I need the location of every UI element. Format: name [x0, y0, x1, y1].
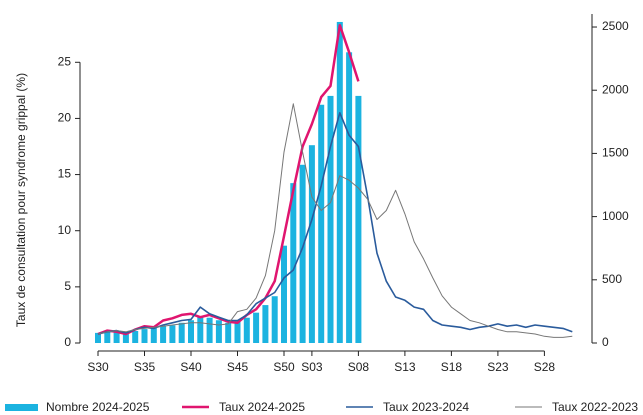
bar — [262, 305, 269, 343]
bar — [290, 183, 297, 343]
bar — [281, 245, 287, 343]
legend-label: Taux 2022-2023 — [552, 400, 638, 414]
bar — [169, 325, 176, 343]
bar — [346, 52, 353, 343]
bar — [178, 322, 185, 343]
x-tick-label: S50 — [273, 360, 295, 374]
x-tick-label: S30 — [87, 360, 109, 374]
bar — [160, 325, 167, 343]
bar — [197, 317, 204, 343]
y-tick-label: 25 — [58, 54, 72, 68]
y-tick-label: 5 — [64, 279, 71, 293]
y-tick-label: 20 — [58, 111, 72, 125]
bar — [336, 21, 343, 343]
line — [97, 103, 573, 338]
x-tick-label: S18 — [441, 360, 463, 374]
bar — [206, 317, 213, 343]
x-tick-label: S03 — [301, 360, 323, 374]
bar — [327, 95, 334, 343]
y-tick-label: 10 — [58, 223, 72, 237]
bar — [253, 312, 260, 343]
legend-label: Taux 2024-2025 — [219, 400, 305, 414]
y2-tick-label: 1000 — [602, 209, 629, 223]
x-tick-label: S45 — [227, 360, 249, 374]
y2-tick-label: 500 — [602, 272, 622, 286]
x-tick-label: S13 — [394, 360, 416, 374]
bar — [318, 104, 325, 343]
bar — [188, 320, 194, 343]
y-axis-label: Taux de consultation pour syndrome gripp… — [14, 73, 28, 327]
bar — [243, 317, 250, 343]
bar — [225, 322, 232, 343]
y2-tick-label: 2500 — [602, 19, 629, 33]
x-tick-label: S08 — [348, 360, 370, 374]
bar — [271, 296, 278, 343]
y2-tick-label: 2000 — [602, 82, 629, 96]
x-tick-label: S28 — [534, 360, 556, 374]
y2-tick-label: 1500 — [602, 146, 629, 160]
x-tick-label: S40 — [180, 360, 202, 374]
bar — [104, 330, 111, 343]
bar — [308, 145, 315, 343]
legend-label: Nombre 2024-2025 — [46, 400, 150, 414]
bar — [234, 320, 241, 343]
bar — [122, 332, 129, 343]
bar — [299, 164, 306, 343]
bar — [113, 332, 120, 343]
legend-label: Taux 2023-2024 — [383, 400, 469, 414]
y-tick-label: 15 — [58, 167, 72, 181]
x-tick-label: S35 — [134, 360, 156, 374]
bar — [95, 332, 101, 343]
y2-tick-label: 0 — [602, 335, 609, 349]
bar — [132, 330, 139, 343]
x-tick-label: S23 — [487, 360, 509, 374]
line — [97, 112, 573, 335]
legend-swatch — [5, 404, 38, 411]
bar — [150, 327, 157, 343]
bar — [141, 329, 148, 343]
y-tick-label: 0 — [64, 335, 71, 349]
bar — [355, 95, 362, 343]
bar — [215, 320, 222, 343]
